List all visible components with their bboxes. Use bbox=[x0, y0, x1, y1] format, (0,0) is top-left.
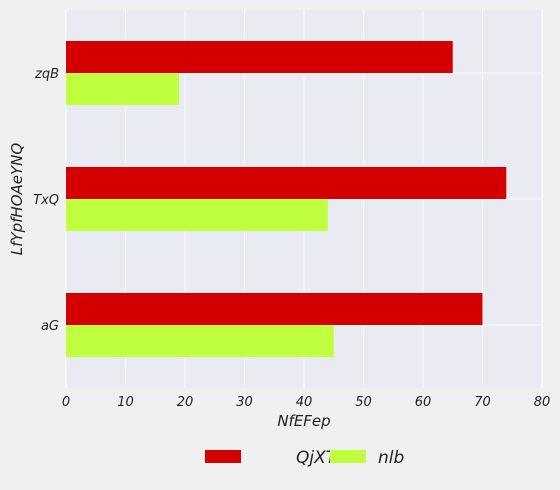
x-tick-label: 30 bbox=[236, 395, 253, 410]
x-axis-ticks: 0 10 20 30 40 50 60 70 80 bbox=[62, 395, 550, 410]
x-tick-label: 70 bbox=[474, 395, 491, 410]
y-axis-ticks: aG TxQ zqB bbox=[33, 67, 59, 334]
legend: QjXT nlb bbox=[205, 448, 404, 468]
bars bbox=[66, 41, 507, 357]
legend-swatch-nlb bbox=[330, 450, 366, 463]
y-tick-label: aG bbox=[41, 319, 59, 334]
bar-QjXT-zqB bbox=[66, 41, 453, 73]
y-tick-label: TxQ bbox=[33, 193, 59, 208]
x-tick-label: 0 bbox=[62, 395, 70, 410]
x-axis-label: NfEFep bbox=[277, 412, 330, 430]
x-tick-label: 60 bbox=[415, 395, 432, 410]
y-tick-label: zqB bbox=[34, 67, 59, 82]
legend-swatch-QjXT bbox=[205, 450, 241, 463]
legend-label-nlb: nlb bbox=[378, 448, 404, 468]
x-tick-label: 80 bbox=[534, 395, 551, 410]
x-tick-label: 50 bbox=[355, 395, 372, 410]
x-tick-label: 20 bbox=[177, 395, 194, 410]
x-tick-label: 10 bbox=[117, 395, 134, 410]
bar-QjXT-aG bbox=[66, 293, 483, 325]
x-tick-label: 40 bbox=[296, 395, 313, 410]
y-axis-label: LfYpfHOAeYNQ bbox=[8, 143, 26, 256]
bar-nlb-aG bbox=[66, 325, 334, 357]
bar-QjXT-TxQ bbox=[66, 167, 507, 199]
bar-nlb-TxQ bbox=[66, 199, 328, 231]
bar-nlb-zqB bbox=[66, 73, 180, 105]
legend-label-QjXT: QjXT bbox=[296, 448, 338, 468]
